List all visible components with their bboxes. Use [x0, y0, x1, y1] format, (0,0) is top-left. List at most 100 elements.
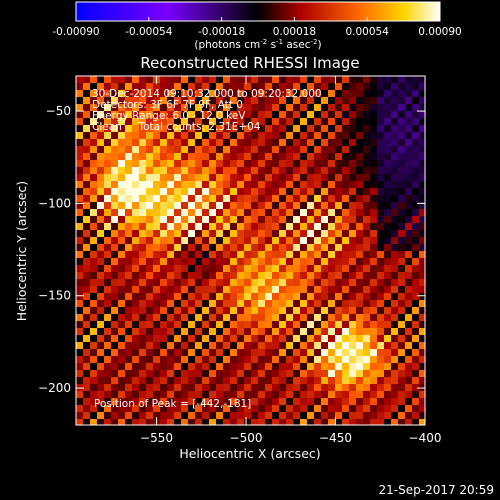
heatmap-cell	[118, 83, 125, 90]
heatmap-cell	[391, 237, 398, 244]
heatmap-cell	[230, 363, 237, 370]
heatmap-cell	[286, 272, 293, 279]
heatmap-cell	[314, 188, 321, 195]
heatmap-cell	[398, 377, 405, 384]
heatmap-cell	[377, 363, 384, 370]
heatmap-cell	[328, 118, 335, 125]
heatmap-cell	[223, 139, 230, 146]
heatmap-cell	[384, 230, 391, 237]
heatmap-cell	[244, 230, 251, 237]
heatmap-cell	[307, 398, 314, 405]
heatmap-cell	[328, 216, 335, 223]
heatmap-cell	[363, 195, 370, 202]
heatmap-cell	[384, 202, 391, 209]
heatmap-cell	[405, 160, 412, 167]
heatmap-cell	[216, 160, 223, 167]
heatmap-cell	[125, 202, 132, 209]
heatmap-cell	[419, 76, 425, 83]
heatmap-cell	[363, 125, 370, 132]
heatmap-cell	[139, 377, 146, 384]
heatmap-cell	[244, 349, 251, 356]
heatmap-cell	[307, 181, 314, 188]
heatmap-cell	[153, 230, 160, 237]
heatmap-cell	[356, 125, 363, 132]
heatmap-cell	[153, 132, 160, 139]
heatmap-cell	[293, 153, 300, 160]
heatmap-cell	[258, 251, 265, 258]
heatmap-cell	[230, 307, 237, 314]
heatmap-cell	[300, 237, 307, 244]
heatmap-cell	[370, 118, 377, 125]
heatmap-cell	[342, 104, 349, 111]
heatmap-cell	[265, 153, 272, 160]
heatmap-cell	[314, 244, 321, 251]
heatmap-cell	[265, 321, 272, 328]
heatmap-cell	[300, 202, 307, 209]
heatmap-cell	[132, 104, 139, 111]
heatmap-cell	[300, 83, 307, 90]
heatmap-cell	[195, 335, 202, 342]
heatmap-cell	[195, 272, 202, 279]
heatmap-cell	[419, 90, 425, 97]
heatmap-cell	[342, 307, 349, 314]
heatmap-cell	[265, 356, 272, 363]
heatmap-cell	[97, 237, 104, 244]
heatmap-cell	[342, 244, 349, 251]
heatmap-cell	[104, 111, 111, 118]
heatmap-cell	[286, 398, 293, 405]
heatmap-cell	[321, 167, 328, 174]
heatmap-cell	[188, 132, 195, 139]
heatmap-cell	[307, 146, 314, 153]
heatmap-cell	[111, 230, 118, 237]
heatmap-cell	[405, 132, 412, 139]
heatmap-cell	[223, 209, 230, 216]
heatmap-cell	[125, 251, 132, 258]
heatmap-cell	[244, 293, 251, 300]
heatmap-cell	[230, 391, 237, 398]
heatmap-cell	[342, 258, 349, 265]
heatmap-cell	[216, 384, 223, 391]
heatmap-cell	[370, 391, 377, 398]
heatmap-cell	[279, 349, 286, 356]
heatmap-cell	[160, 83, 167, 90]
heatmap-cell	[195, 419, 202, 425]
heatmap-cell	[265, 195, 272, 202]
heatmap-cell	[321, 349, 328, 356]
heatmap-cell	[90, 405, 97, 412]
heatmap-cell	[363, 118, 370, 125]
heatmap-cell	[244, 391, 251, 398]
heatmap-cell	[377, 104, 384, 111]
heatmap-cell	[202, 377, 209, 384]
heatmap-cell	[412, 405, 419, 412]
heatmap-cell	[335, 244, 342, 251]
heatmap-cell	[209, 384, 216, 391]
heatmap-cell	[405, 244, 412, 251]
heatmap-cell	[342, 342, 349, 349]
heatmap-cell	[251, 125, 258, 132]
heatmap-cell	[286, 104, 293, 111]
heatmap-cell	[244, 286, 251, 293]
heatmap-cell	[209, 307, 216, 314]
heatmap-cell	[160, 76, 167, 83]
heatmap-cell	[335, 398, 342, 405]
heatmap-cell	[349, 118, 356, 125]
plot-frame	[75, 75, 426, 426]
heatmap-cell	[370, 384, 377, 391]
heatmap-cell	[90, 195, 97, 202]
heatmap-cell	[356, 398, 363, 405]
heatmap-cell	[139, 321, 146, 328]
heatmap-cell	[195, 153, 202, 160]
heatmap-cell	[349, 342, 356, 349]
heatmap-cell	[398, 412, 405, 419]
heatmap-cell	[195, 398, 202, 405]
heatmap-cell	[412, 97, 419, 104]
heatmap-cell	[279, 125, 286, 132]
heatmap-cell	[244, 412, 251, 419]
heatmap-cell	[104, 251, 111, 258]
heatmap-cell	[300, 195, 307, 202]
heatmap-cell	[356, 377, 363, 384]
heatmap-cell	[412, 139, 419, 146]
heatmap-cell	[195, 342, 202, 349]
heatmap-cell	[83, 209, 90, 216]
